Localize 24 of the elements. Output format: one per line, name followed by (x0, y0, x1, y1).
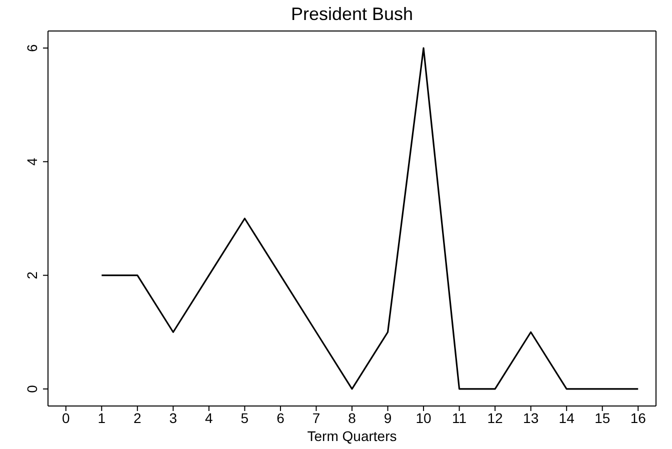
chart-title: President Bush (290, 4, 414, 25)
x-tick-label: 3 (169, 410, 178, 426)
x-tick-label: 9 (384, 410, 392, 426)
line-series (100, 47, 639, 390)
x-tick-label: 16 (630, 410, 646, 426)
x-tick-label: 1 (98, 410, 106, 426)
y-tick-label: 6 (24, 44, 40, 52)
x-axis-title: Term Quarters (307, 428, 397, 444)
x-tick-label: 11 (452, 410, 467, 426)
y-tick-label: 2 (24, 271, 40, 280)
x-tick-label: 7 (312, 410, 320, 426)
x-tick-label: 14 (558, 410, 575, 426)
y-tick-label: 0 (24, 384, 40, 393)
x-tick-label: 12 (487, 410, 504, 426)
x-tick-label: 8 (348, 410, 356, 426)
x-tick-label: 10 (416, 410, 432, 426)
x-tick-label: 4 (205, 410, 214, 426)
x-tick-label: 0 (62, 410, 70, 426)
y-tick-label: 4 (24, 158, 40, 166)
x-tick-label: 5 (240, 410, 249, 426)
x-tick-label: 15 (594, 410, 610, 426)
x-tick-label: 2 (134, 410, 142, 426)
x-tick-label: 13 (523, 410, 539, 426)
x-tick-label: 6 (276, 410, 285, 426)
